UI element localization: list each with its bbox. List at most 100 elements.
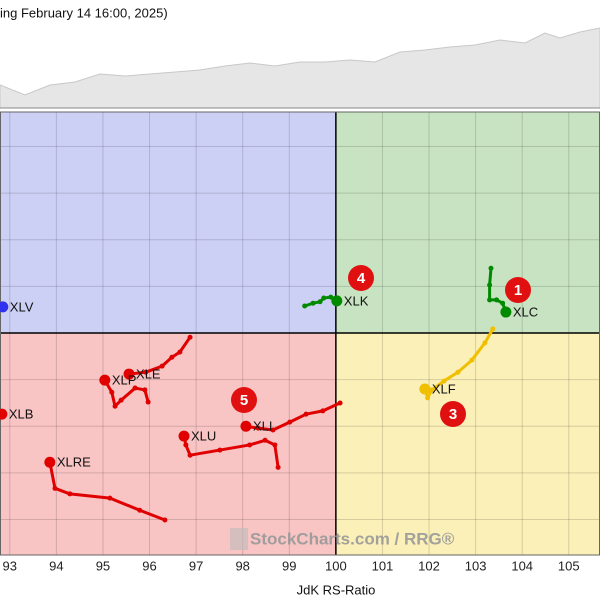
tail-point (441, 378, 447, 384)
tail-point (303, 411, 309, 417)
tail-point (169, 354, 175, 360)
tail-point (159, 363, 165, 369)
series: XLB (0, 407, 33, 422)
tail-point (143, 369, 149, 375)
head-point (44, 456, 56, 468)
tail-point (494, 297, 500, 303)
tail-point (500, 300, 506, 306)
annotation: 3 (440, 401, 466, 427)
tail-point (109, 389, 115, 395)
tail-point (321, 295, 327, 301)
tail-point (488, 265, 494, 271)
head-point (500, 306, 512, 318)
tail-point (187, 334, 193, 340)
tail-point (337, 400, 343, 406)
tail-point (112, 403, 118, 409)
series: XLRE (44, 455, 168, 523)
tail-point (247, 442, 253, 448)
watermark: StockCharts.com / RRG® (250, 529, 455, 548)
x-tick-label: 105 (558, 558, 580, 573)
tail-point (287, 419, 293, 425)
series-label: XLB (9, 407, 34, 422)
tail-point (270, 427, 276, 433)
series-label: XLF (432, 381, 456, 396)
tail-point (255, 425, 261, 431)
head-point (331, 295, 343, 307)
quadrant (335, 112, 600, 334)
head-point (419, 383, 431, 395)
series: XLC (487, 265, 538, 319)
x-axis-label: JdK RS-Ratio (297, 582, 376, 597)
x-tick-label: 100 (325, 558, 347, 573)
tail-point (429, 387, 435, 393)
tail-point (145, 399, 151, 405)
tail-point (262, 437, 268, 443)
series: XLK (302, 293, 369, 309)
tail-point (455, 369, 461, 375)
series-label: XLU (191, 429, 216, 444)
annotation-text: 3 (449, 406, 457, 423)
tail-point (217, 447, 223, 453)
subtitle: ing February 14 16:00, 2025) (0, 5, 168, 20)
quadrant (0, 112, 336, 334)
tail-point (142, 387, 148, 393)
tail-point (425, 395, 431, 401)
x-tick-label: 102 (418, 558, 440, 573)
tail-point (272, 442, 278, 448)
tail-point (177, 349, 183, 355)
x-tick-label: 98 (235, 558, 249, 573)
x-tick-label: 94 (49, 558, 63, 573)
tail-point (118, 397, 124, 403)
series-label: XLV (10, 299, 34, 314)
series: XLV (0, 299, 34, 314)
tail-point (275, 464, 281, 470)
tail-point (487, 282, 493, 288)
head-point (240, 420, 252, 432)
quadrant (0, 333, 336, 555)
head-point (0, 301, 9, 313)
tail-line (48, 461, 166, 522)
x-tick-label: 93 (3, 558, 17, 573)
tail-point (317, 299, 323, 305)
series-label: XLE (136, 367, 161, 382)
series: XLU (178, 429, 281, 470)
head-point (178, 430, 190, 442)
series-label: XLK (344, 293, 369, 308)
tail-point (490, 326, 496, 332)
annotation-text: 4 (357, 270, 366, 287)
series-label: XLI (253, 419, 273, 434)
head-point (123, 368, 135, 380)
annotation: 4 (348, 265, 374, 291)
tail-point (487, 297, 493, 303)
x-tick-label: 99 (282, 558, 296, 573)
x-tick-label: 103 (465, 558, 487, 573)
tail-point (162, 517, 168, 523)
tail-point (302, 303, 308, 309)
tail-point (107, 495, 113, 501)
series-label: XLC (513, 304, 538, 319)
x-tick-label: 104 (511, 558, 533, 573)
tail-point (137, 507, 143, 513)
tail-line (128, 336, 192, 376)
tail-point (482, 340, 488, 346)
tail-point (310, 300, 316, 306)
annotation-text: 1 (514, 282, 522, 299)
annotation-text: 5 (240, 392, 248, 409)
head-point (99, 374, 111, 386)
overview-area (0, 27, 600, 109)
series: XLF (419, 326, 496, 401)
x-tick-label: 97 (189, 558, 203, 573)
series-label: XLRE (57, 455, 91, 470)
tail-point (187, 452, 193, 458)
tail-point (469, 357, 475, 363)
quadrant (335, 333, 600, 555)
tail-point (67, 491, 73, 497)
series: XLE (123, 334, 193, 382)
annotation: 1 (505, 277, 531, 303)
series: XLP (99, 373, 151, 409)
tail-point (132, 385, 138, 391)
x-tick-label: 101 (372, 558, 394, 573)
x-tick-label: 95 (96, 558, 110, 573)
